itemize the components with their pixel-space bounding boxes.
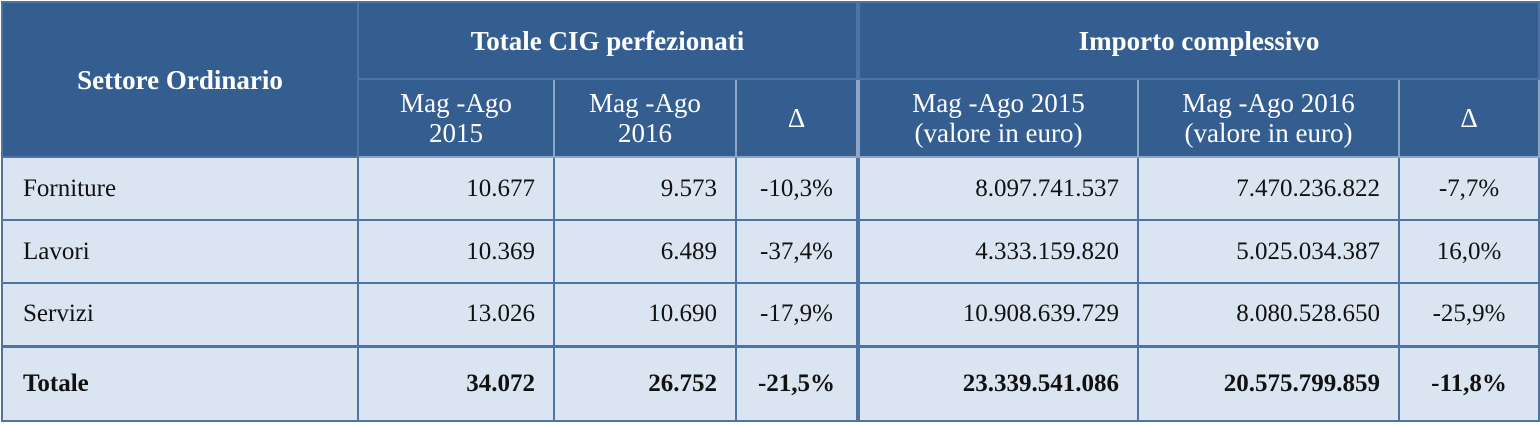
subheader-row: Mag -Ago 2015 Mag -Ago 2016 Δ Mag -Ago 2015 (v… — [2, 78, 1540, 158]
data-row: Forniture 10.677 9.573 -10,3% 8.097.741.537 7… — [1, 156, 1540, 221]
cell-value: -11,8% — [1397, 344, 1540, 422]
subheader-line: (valore in euro) — [914, 118, 1083, 148]
cell-value: -37,4% — [735, 219, 859, 284]
cell-value: 34.072 — [357, 344, 555, 422]
cell-value: 6.489 — [553, 219, 737, 284]
cell-value: -10,3% — [735, 156, 859, 221]
row-label: Servizi — [1, 282, 359, 347]
cell-value: -25,9% — [1397, 282, 1540, 347]
cell-value: 13.026 — [357, 282, 555, 347]
cell-value: -17,9% — [735, 282, 859, 347]
group-header: Importo complessivo — [855, 1, 1540, 80]
subheader-line: Mag -Ago — [589, 88, 701, 118]
subheader: Δ — [735, 78, 859, 158]
data-row: Servizi 13.026 10.690 -17,9% 10.908.639.729 8… — [1, 282, 1540, 347]
subheader-line: Δ — [1460, 103, 1478, 133]
cell-value: 16,0% — [1397, 219, 1540, 284]
total-row: Totale 34.072 26.752 -21,5% 23.339.541.086 20… — [1, 344, 1540, 422]
subheader: Mag -Ago 2015 — [357, 78, 555, 158]
subheader-line: Mag -Ago 2015 — [912, 88, 1085, 118]
subheader-line: Mag -Ago 2016 — [1182, 88, 1355, 118]
data-row: Lavori 10.369 6.489 -37,4% 4.333.159.820 5.02… — [1, 219, 1540, 284]
subheader-line: Δ — [787, 103, 806, 133]
row-label: Forniture — [1, 156, 359, 221]
corner-header: Settore Ordinario — [1, 1, 359, 158]
cell-value: -21,5% — [735, 344, 859, 422]
cell-value: 10.677 — [357, 156, 555, 221]
subheader-line: 2016 — [618, 118, 672, 148]
subheader: Mag -Ago 2016 — [553, 78, 737, 158]
subheader-line: Mag -Ago — [400, 88, 512, 118]
subheader: Mag -Ago 2015 (valore in euro) — [856, 78, 1139, 158]
group-header: Totale CIG perfezionati — [357, 1, 859, 80]
header-row: Settore Ordinario Totale CIG perfezionati… — [1, 1, 1540, 158]
cell-value: 10.908.639.729 — [856, 282, 1139, 347]
cell-value: 23.339.541.086 — [856, 344, 1139, 422]
subheader-line: (valore in euro) — [1184, 118, 1353, 148]
subheader: Mag -Ago 2016 (valore in euro) — [1137, 78, 1400, 158]
cell-value: 7.470.236.822 — [1137, 156, 1400, 221]
cell-value: 9.573 — [553, 156, 737, 221]
cell-value: 26.752 — [553, 344, 737, 422]
cell-value: 8.097.741.537 — [856, 156, 1139, 221]
cell-value: -7,7% — [1397, 156, 1540, 221]
table-body: Forniture 10.677 9.573 -10,3% 8.097.741.537 7… — [1, 156, 1540, 422]
cell-value: 8.080.528.650 — [1137, 282, 1400, 347]
subheader-line: 2015 — [429, 118, 483, 148]
table-head: Settore Ordinario Totale CIG perfezionati… — [1, 1, 1540, 158]
subheader: Δ — [1397, 78, 1540, 158]
cell-value: 10.369 — [357, 219, 555, 284]
row-label: Lavori — [1, 219, 359, 284]
cell-value: 20.575.799.859 — [1137, 344, 1400, 422]
cell-value: 5.025.034.387 — [1137, 219, 1400, 284]
cell-value: 10.690 — [553, 282, 737, 347]
row-label: Totale — [1, 344, 359, 422]
cell-value: 4.333.159.820 — [856, 219, 1139, 284]
